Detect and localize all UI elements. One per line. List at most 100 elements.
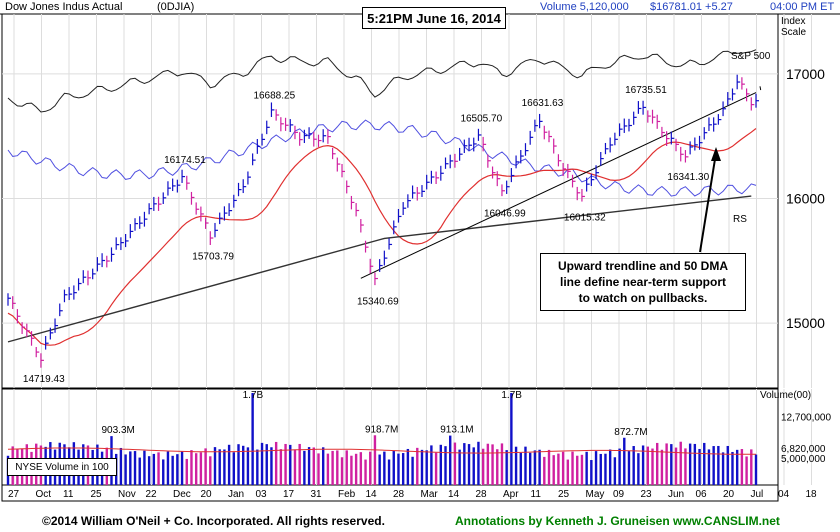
date-tick-label: Feb (338, 489, 356, 500)
header-volume: Volume 5,120,000 (540, 1, 629, 13)
date-tick-label: 31 (311, 489, 323, 500)
volume-bar (166, 451, 170, 485)
rs-line (7, 119, 757, 197)
volume-bar (209, 456, 212, 485)
volume-bar (599, 453, 602, 485)
date-tick-label: Oct (36, 489, 52, 500)
volume-bar (533, 450, 537, 485)
volume-average-line (7, 447, 757, 455)
volume-bar (703, 442, 706, 485)
volume-bar (505, 450, 508, 485)
volume-bar (566, 459, 570, 485)
volume-bar (726, 445, 729, 485)
date-tick-label: 09 (613, 489, 625, 500)
volume-bar (632, 446, 635, 485)
price-tick-label: 15000 (786, 315, 825, 331)
volume-bar (213, 447, 217, 485)
volume-bar (604, 453, 607, 485)
volume-bar (745, 456, 748, 485)
volume-bar (420, 449, 424, 485)
volume-bar (656, 442, 659, 485)
volume-bar (684, 448, 687, 485)
volume-bar (171, 455, 174, 485)
volume-bar (750, 449, 753, 485)
header-price: $16781.01 +5.27 (650, 1, 733, 13)
volume-bar (618, 448, 621, 485)
volume-bar (152, 453, 156, 485)
volume-bar (528, 452, 532, 485)
volume-bar (543, 456, 546, 485)
volume-bar (199, 452, 203, 485)
date-tick-label: Jun (668, 489, 684, 500)
chart-labels: 15000 16000 17000 27 Oct 11 25 Nov 22 Dec 20 Jan 03 1… (8, 51, 831, 500)
volume-bar (627, 451, 631, 485)
volume-bar (350, 455, 353, 485)
volume-legend-box: NYSE Volume in 100 (7, 458, 117, 476)
volume-tick-label: 6,820,000 (781, 444, 826, 455)
volume-bar (406, 448, 410, 485)
date-tick-label: 25 (91, 489, 103, 500)
price-annotation-label: 16015.32 (564, 213, 606, 224)
price-annotation-label: 15703.79 (192, 251, 234, 262)
timestamp-box: 5:21PM June 16, 2014 (362, 7, 506, 29)
volume-bar (265, 444, 268, 485)
volume-bar (345, 450, 348, 485)
volume-bar (260, 442, 264, 485)
volume-bar (580, 454, 584, 485)
date-tick-label: 18 (806, 489, 818, 500)
volume-bar (439, 444, 443, 485)
volume-bar (190, 450, 193, 485)
volume-bar (303, 450, 306, 485)
date-tick-label: 23 (641, 489, 653, 500)
trendline-ext (759, 86, 762, 91)
volume-bar (326, 453, 330, 485)
date-tick-label: 28 (476, 489, 488, 500)
annotation-box: Upward trendline and 50 DMA line define … (540, 253, 746, 311)
price-annotation-label: 16505.70 (460, 113, 502, 124)
volume-bar (246, 447, 250, 485)
volume-bar (289, 444, 292, 485)
volume-bar (721, 452, 725, 485)
volume-bar (251, 393, 254, 485)
volume-bar (237, 444, 240, 485)
volume-bar (331, 450, 334, 485)
volume-bar (411, 456, 414, 485)
volume-bar (576, 455, 579, 485)
date-tick-label: Mar (421, 489, 439, 500)
volume-bar (143, 450, 146, 485)
volume-bar (510, 393, 513, 485)
scale-label-scale: Scale (781, 27, 807, 38)
volume-bar (194, 453, 198, 485)
volume-bar (491, 444, 494, 485)
price-annotation-label: 14719.43 (23, 374, 65, 385)
trendline (360, 92, 757, 279)
volume-bar (204, 448, 207, 485)
date-tick-label: 04 (778, 489, 790, 500)
volume-bar (735, 449, 739, 485)
volume-bar (232, 452, 236, 485)
date-tick-label: 27 (8, 489, 20, 500)
volume-bar (740, 449, 744, 485)
volume-bar (317, 453, 320, 485)
date-tick-label: 11 (63, 489, 74, 500)
annotation-line-2: line define near-term support (559, 275, 727, 289)
volume-bar (557, 453, 560, 485)
date-tick-label: 28 (393, 489, 405, 500)
volume-bar (129, 451, 132, 485)
footer-copyright: ©2014 William O'Neil + Co. Incorporated.… (42, 514, 385, 528)
annotation-arrow (699, 152, 717, 253)
volume-bar (463, 443, 466, 485)
volume-bar (731, 451, 734, 485)
rs-series-label: RS (733, 214, 747, 225)
volume-bar (547, 449, 551, 485)
volume-bar (613, 457, 617, 485)
price-tick-label: 17000 (786, 66, 825, 82)
volume-bar (274, 441, 278, 485)
volume-bar (514, 446, 518, 485)
volume-bar (430, 445, 433, 485)
volume-bar (397, 453, 400, 485)
volume-bar (312, 447, 315, 485)
volume-bar (519, 452, 522, 485)
volume-bar (157, 452, 160, 485)
price-annotation-label: 16688.25 (253, 91, 295, 102)
